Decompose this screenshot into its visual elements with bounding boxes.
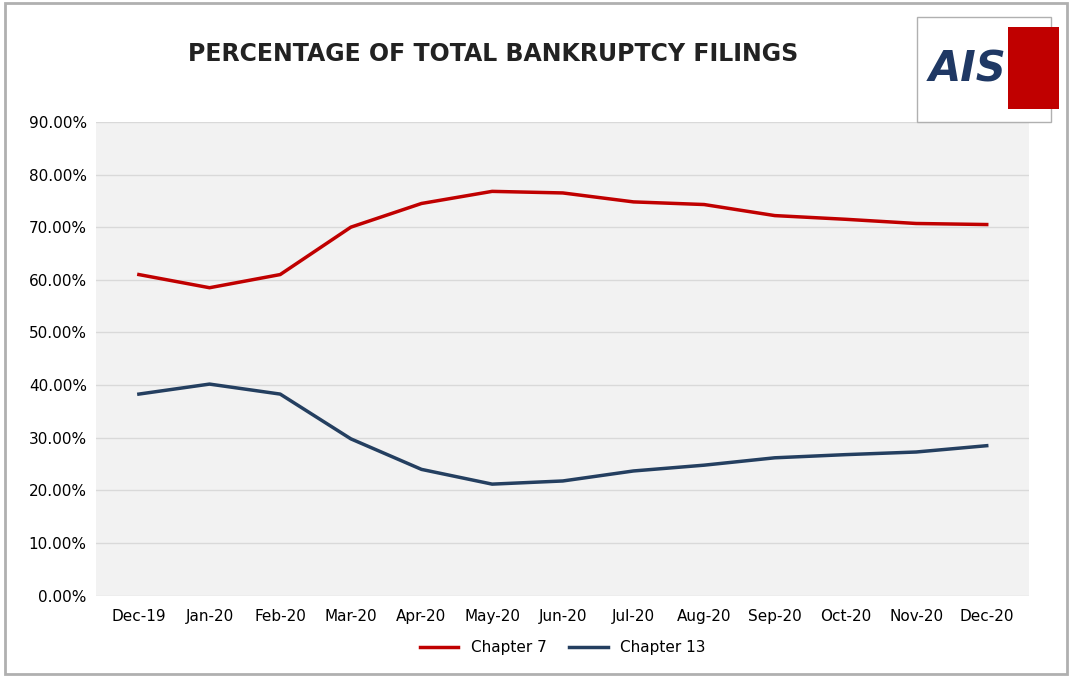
Text: PERCENTAGE OF TOTAL BANKRUPTCY FILINGS: PERCENTAGE OF TOTAL BANKRUPTCY FILINGS <box>188 42 799 66</box>
Legend: Chapter 7, Chapter 13: Chapter 7, Chapter 13 <box>414 634 712 661</box>
Text: AIS: AIS <box>928 48 1007 91</box>
